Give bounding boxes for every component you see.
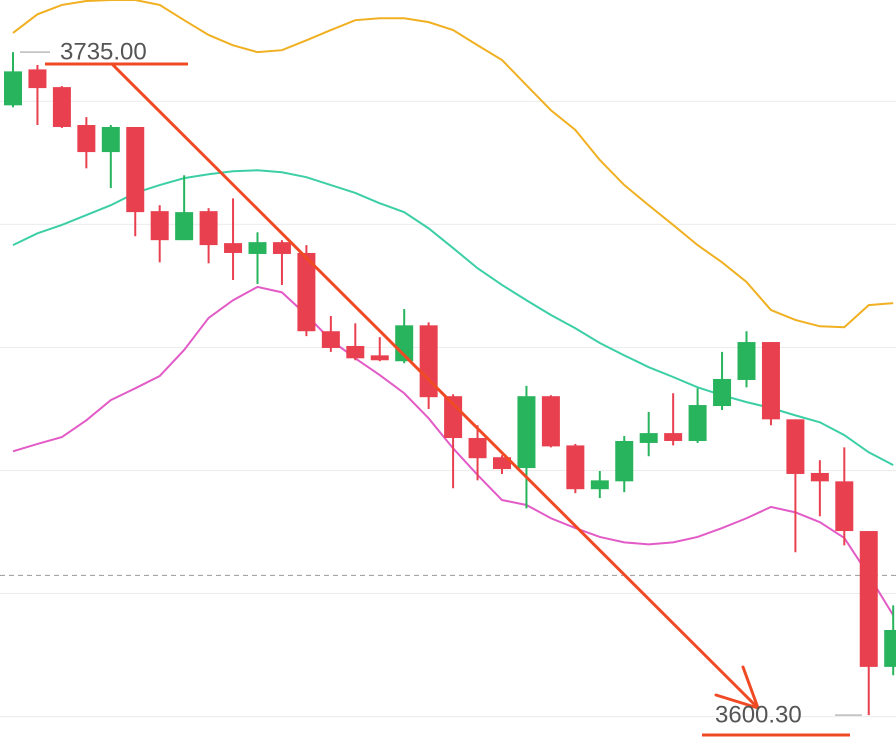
candle-body	[224, 243, 243, 253]
band-line	[12, 169, 894, 466]
arrow-head	[741, 665, 760, 710]
candle-body	[297, 252, 316, 332]
annotation-label: 3600.30	[715, 701, 802, 728]
candle-body	[4, 71, 22, 106]
candle-body	[126, 126, 145, 213]
candle-body	[835, 481, 854, 532]
candle-body	[810, 472, 829, 482]
candle-body	[101, 126, 120, 153]
candles-layer	[4, 52, 896, 716]
candle-body	[590, 480, 609, 490]
candle-body	[199, 211, 218, 246]
candle-body	[272, 242, 291, 254]
trend-arrow	[110, 62, 760, 710]
arrow-shaft	[110, 62, 760, 710]
candle-body	[77, 125, 96, 153]
candle-body	[664, 433, 683, 441]
annotation-label: 3735.00	[60, 39, 147, 66]
band-line	[12, 0, 894, 329]
annotations-layer: 3735.00 3600.30	[20, 39, 862, 737]
arrow-head	[714, 693, 760, 710]
candle-body	[737, 342, 756, 380]
candle-body	[468, 438, 487, 459]
candle-body	[321, 331, 340, 348]
candle-body	[566, 445, 585, 490]
candle-body	[175, 212, 194, 241]
candle-body	[346, 345, 365, 359]
candle-body	[28, 69, 47, 89]
candle-body	[370, 355, 389, 361]
candle-body	[761, 342, 780, 420]
candle-body	[493, 457, 511, 470]
candle-body	[248, 242, 267, 254]
candle-body	[884, 629, 896, 667]
candle-body	[615, 440, 634, 482]
candle-body	[713, 378, 732, 407]
candle-body	[517, 396, 536, 469]
candle-body	[859, 531, 878, 667]
candle-body	[639, 433, 658, 443]
candle-body	[541, 396, 560, 447]
candle-body	[150, 211, 169, 241]
candle-body	[786, 419, 805, 474]
candle-body	[52, 87, 71, 127]
grid-layer	[0, 100, 896, 718]
candle-body	[688, 405, 707, 441]
candle-body	[419, 325, 438, 398]
